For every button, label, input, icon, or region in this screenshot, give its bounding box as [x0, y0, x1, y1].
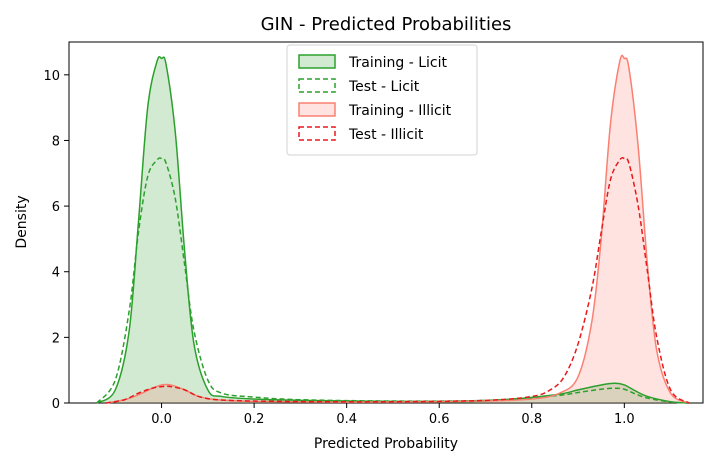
- series-line-training-licit: [96, 56, 690, 404]
- legend-swatch-test-illicit: [298, 126, 336, 141]
- legend-label-test-illicit: Test - Illicit: [348, 127, 424, 143]
- chart-title: GIN - Predicted Probabilities: [261, 14, 512, 35]
- legend-swatch-test-licit: [298, 78, 336, 93]
- axis-layer: 0.0 0.2 0.4 0.6 0.8 1.0 0 2 4 6 8 10: [43, 69, 634, 427]
- x-tick-label: 0.0: [151, 412, 172, 427]
- series-line-test-licit: [96, 157, 690, 404]
- legend-swatch-training-illicit: [298, 102, 336, 117]
- x-tick-label: 0.6: [429, 412, 450, 427]
- legend-label-training-licit: Training - Licit: [348, 55, 447, 71]
- legend-label-test-licit: Test - Licit: [348, 79, 420, 95]
- series-layer: [96, 54, 690, 404]
- x-tick-label: 0.2: [244, 412, 265, 427]
- plot-area: [68, 41, 704, 404]
- series-line-test-illicit: [105, 157, 690, 404]
- y-tick-label: 6: [52, 200, 60, 215]
- y-tick-label: 0: [52, 397, 60, 412]
- x-tick-label: 0.8: [521, 412, 542, 427]
- y-tick-label: 4: [52, 266, 60, 281]
- x-tick-label: 0.4: [336, 412, 357, 427]
- legend-swatch-training-licit: [298, 54, 336, 69]
- series-fill-training-licit: [96, 56, 690, 404]
- legend-label-training-illicit: Training - Illicit: [348, 103, 452, 119]
- series-line-training-illicit: [105, 54, 690, 404]
- legend-items: Training - Licit Test - Licit Training - I…: [298, 54, 452, 143]
- y-tick-label: 2: [52, 331, 60, 346]
- legend: Training - Licit Test - Licit Training - I…: [286, 44, 478, 156]
- y-tick-label: 10: [43, 69, 60, 84]
- y-axis-label: Density: [14, 195, 30, 248]
- y-tick-label: 8: [52, 134, 60, 149]
- x-tick-label: 1.0: [614, 412, 635, 427]
- x-axis-label: Predicted Probability: [314, 436, 458, 452]
- series-fill-training-illicit: [106, 55, 690, 403]
